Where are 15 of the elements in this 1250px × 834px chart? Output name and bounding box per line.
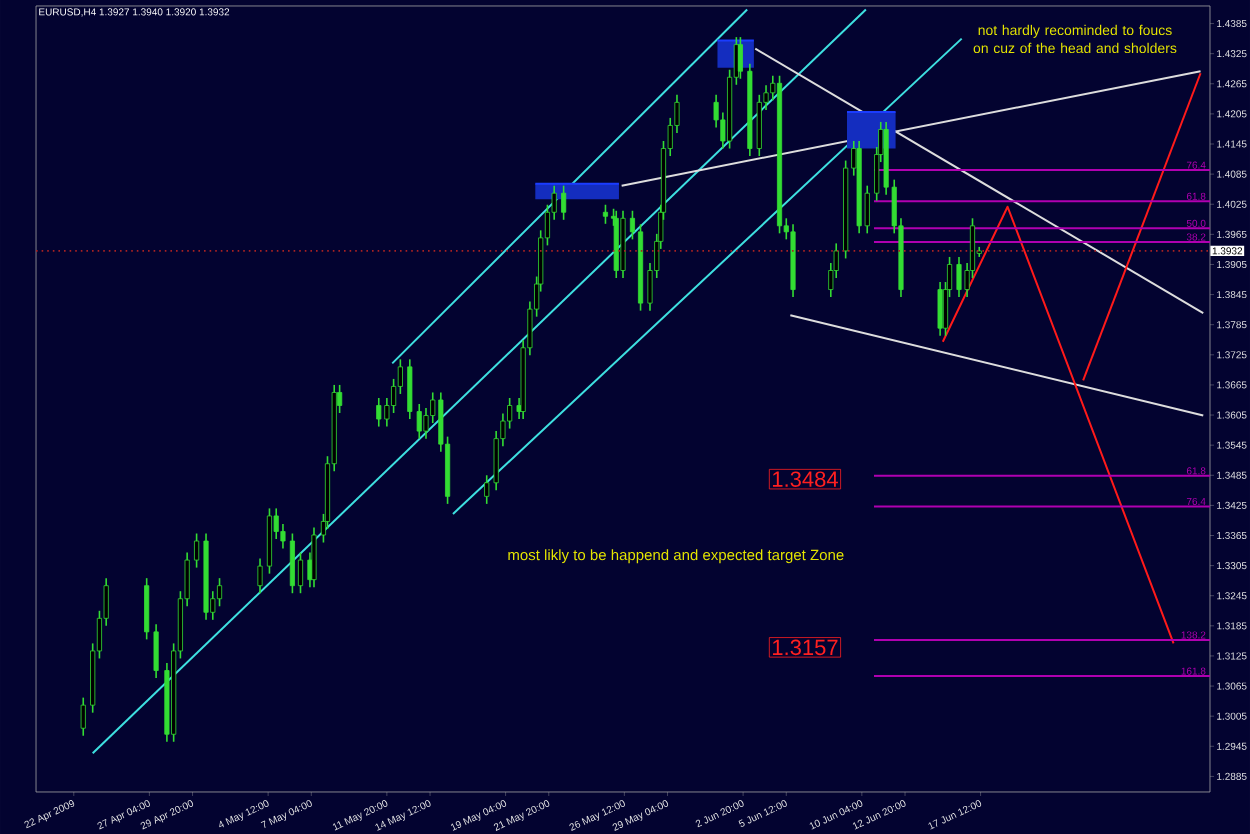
candlestick	[956, 256, 962, 298]
annotation: 1.3484	[772, 471, 838, 487]
candlestick	[311, 526, 317, 588]
candlestick	[376, 397, 382, 428]
candlestick	[257, 557, 263, 595]
annotation: 1.3157	[772, 639, 838, 656]
candlestick	[289, 532, 295, 595]
candlestick	[153, 623, 159, 679]
candlestick	[937, 281, 943, 337]
candlestick	[194, 532, 200, 569]
candlestick	[561, 184, 567, 221]
candlestick	[602, 203, 609, 225]
candlestick	[737, 36, 743, 80]
candlestick	[80, 696, 86, 737]
candlestick	[144, 577, 150, 641]
